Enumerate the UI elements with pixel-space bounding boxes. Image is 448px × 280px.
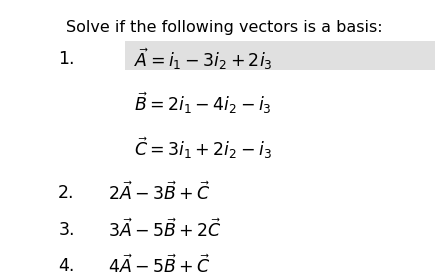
Text: $\vec{C} = 3i_1 + 2i_2 - i_3$: $\vec{C} = 3i_1 + 2i_2 - i_3$ xyxy=(134,136,272,161)
Text: $2\vec{A} - 3\vec{B} + \vec{C}$: $2\vec{A} - 3\vec{B} + \vec{C}$ xyxy=(108,182,210,204)
Text: $3\vec{A} - 5\vec{B} + 2\vec{C}$: $3\vec{A} - 5\vec{B} + 2\vec{C}$ xyxy=(108,218,221,241)
Text: 3.: 3. xyxy=(58,221,75,239)
Text: 4.: 4. xyxy=(58,257,75,275)
Text: $\vec{B} = 2i_1 - 4i_2 - i_3$: $\vec{B} = 2i_1 - 4i_2 - i_3$ xyxy=(134,91,272,116)
Text: $4\vec{A} - 5\vec{B} + \vec{C}$: $4\vec{A} - 5\vec{B} + \vec{C}$ xyxy=(108,255,210,277)
Text: Solve if the following vectors is a basis:: Solve if the following vectors is a basi… xyxy=(66,20,382,35)
Text: 2.: 2. xyxy=(58,184,75,202)
Text: 1.: 1. xyxy=(58,50,75,68)
Text: $\vec{A} = i_1 - 3i_2 + 2i_3$: $\vec{A} = i_1 - 3i_2 + 2i_3$ xyxy=(134,46,273,72)
FancyBboxPatch shape xyxy=(125,41,435,70)
